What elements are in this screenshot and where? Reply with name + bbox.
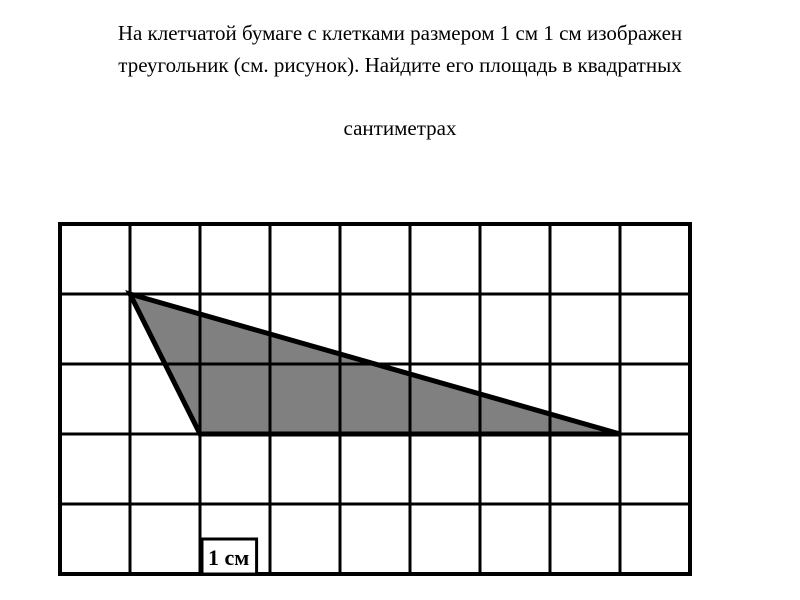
problem-line-1: На клетчатой бумаге с клетками размером … [0,18,800,50]
problem-line-3: сантиметрах [0,113,800,145]
problem-line-2: треугольник (см. рисунок). Найдите его п… [0,50,800,82]
unit-label-text: 1 см [208,545,249,570]
problem-statement: На клетчатой бумаге с клетками размером … [0,0,800,144]
grid-diagram: 1 см [56,220,694,578]
figure: 1 см [56,220,694,578]
